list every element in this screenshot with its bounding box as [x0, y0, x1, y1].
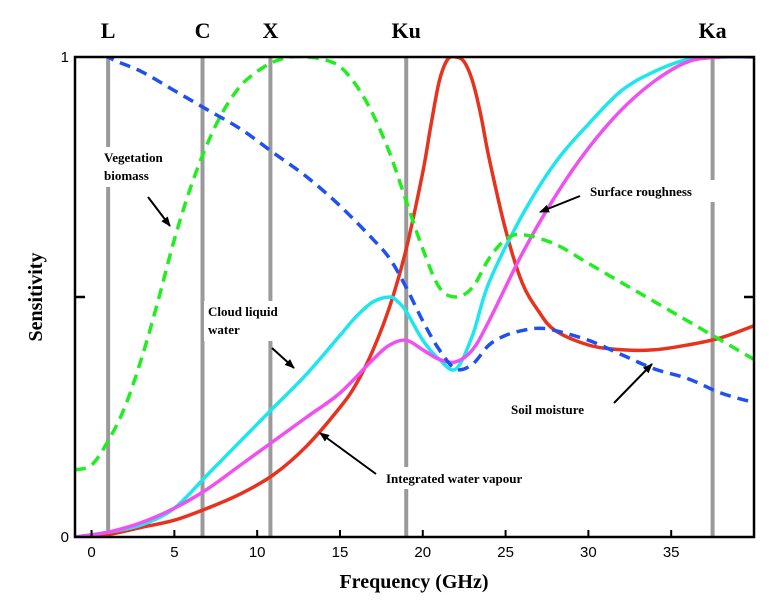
- annotation-line: water: [208, 322, 240, 337]
- series-line-cloud-liquid-water: [75, 57, 754, 537]
- annotation-soil-moisture: Soil moisture: [506, 363, 653, 420]
- x-tick-label: 15: [332, 544, 349, 561]
- series-line-soil-moisture: [104, 57, 754, 405]
- x-tick-label: 30: [580, 544, 597, 561]
- series-line-integrated-water-vapour: [75, 57, 754, 537]
- annotation-arrow: [539, 195, 581, 213]
- y-tick-label: 1: [61, 49, 69, 66]
- x-tick-label: 25: [497, 544, 514, 561]
- x-tick-label: 35: [663, 544, 680, 561]
- band-label-l: L: [101, 18, 116, 43]
- svg-text:Cloud liquid water: Cloud liquid water: [208, 304, 281, 337]
- annotation-line: Vegetation: [104, 150, 164, 165]
- x-tick-label: 0: [87, 544, 95, 561]
- svg-text:Vegetation biomass: Vegetation biomass: [104, 150, 166, 183]
- annotation-arrow: [147, 196, 171, 227]
- band-label-c: C: [195, 18, 211, 43]
- x-tick-label: 5: [170, 544, 178, 561]
- series-line-surface-roughness: [75, 57, 754, 537]
- annotation-line: Integrated water vapour: [386, 471, 522, 486]
- x-tick-label: 20: [414, 544, 431, 561]
- annotation-line: Surface roughness: [590, 184, 692, 199]
- plot-frame: [73, 55, 756, 539]
- x-axis-title: Frequency (GHz): [339, 571, 488, 593]
- annotation-line: biomass: [104, 168, 149, 183]
- annotation-integrated-water-vapour: Integrated water vapour: [319, 432, 564, 489]
- y-tick-label: 0: [61, 529, 69, 546]
- annotation-line: Cloud liquid: [208, 304, 279, 319]
- annotation-vegetation-biomass: Vegetation biomass: [98, 147, 184, 227]
- annotation-arrow: [613, 363, 653, 404]
- annotation-line: Soil moisture: [511, 402, 584, 417]
- band-label-x: X: [262, 18, 278, 43]
- band-label-ku: Ku: [392, 18, 421, 43]
- annotation-cloud-liquid-water: Cloud liquid water: [204, 301, 298, 369]
- annotation-surface-roughness: Surface roughness: [539, 180, 722, 213]
- annotation-arrow: [319, 432, 377, 475]
- series-line-vegetation-biomass: [75, 57, 754, 472]
- y-axis-title: Sensitivity: [25, 253, 47, 342]
- annotation-arrow: [271, 347, 295, 369]
- band-label-ka: Ka: [699, 18, 727, 43]
- x-tick-label: 10: [249, 544, 266, 561]
